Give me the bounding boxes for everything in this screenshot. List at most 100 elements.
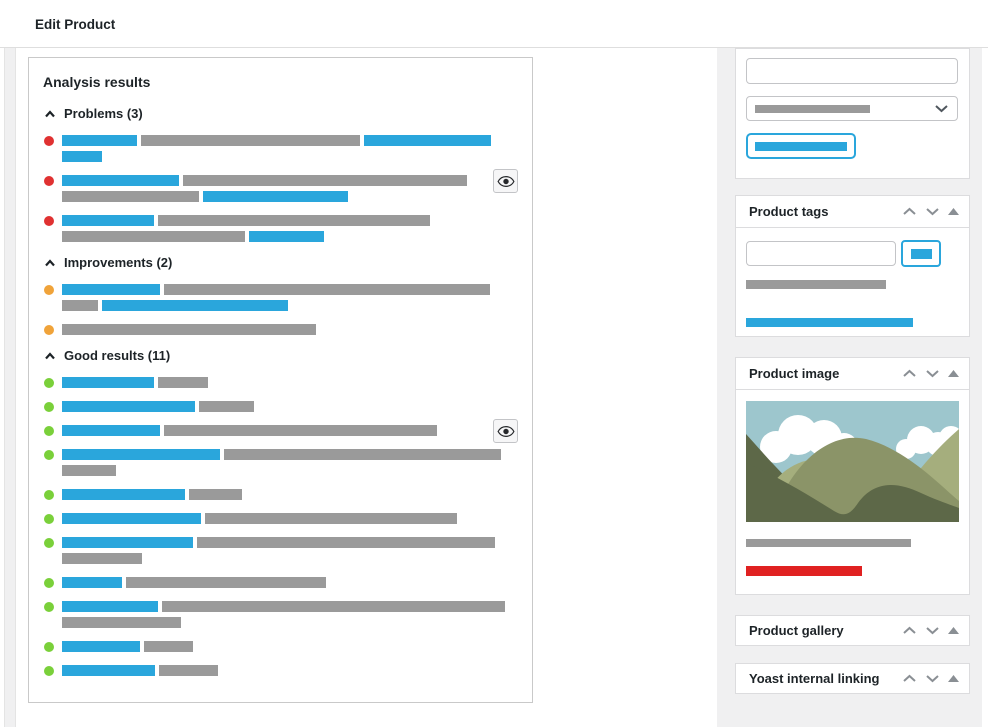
product-gallery-title: Product gallery bbox=[749, 623, 844, 638]
analysis-section: Good results (11) bbox=[43, 348, 518, 676]
section-toggle[interactable]: Good results (11) bbox=[43, 348, 518, 363]
analysis-result-item bbox=[43, 419, 518, 443]
tag-link-placeholder-bar[interactable] bbox=[746, 318, 913, 327]
analysis-panel: Analysis results Problems (3) Improvement… bbox=[28, 57, 533, 703]
product-image-title: Product image bbox=[749, 366, 840, 381]
move-down-icon[interactable] bbox=[925, 626, 940, 635]
analysis-result-item bbox=[43, 135, 518, 162]
status-dot bbox=[44, 176, 54, 186]
status-dot bbox=[44, 450, 54, 460]
move-up-icon[interactable] bbox=[902, 207, 917, 216]
analysis-result-item bbox=[43, 401, 518, 412]
status-dot bbox=[44, 602, 54, 612]
analysis-result-item bbox=[43, 489, 518, 500]
text-placeholder-bar bbox=[159, 665, 218, 676]
text-placeholder-bar bbox=[162, 601, 505, 612]
text-placeholder-bar bbox=[203, 191, 348, 202]
move-up-icon[interactable] bbox=[902, 674, 917, 683]
collapse-triangle-icon[interactable] bbox=[948, 627, 959, 634]
text-placeholder-bar bbox=[141, 135, 360, 146]
text-placeholder-bar bbox=[62, 401, 195, 412]
move-up-icon[interactable] bbox=[902, 626, 917, 635]
text-placeholder-bar bbox=[158, 215, 430, 226]
left-edge-strip bbox=[4, 48, 16, 727]
section-toggle[interactable]: Problems (3) bbox=[43, 106, 518, 121]
product-image-thumbnail[interactable] bbox=[746, 401, 959, 522]
eye-icon[interactable] bbox=[493, 169, 518, 193]
text-placeholder-bar bbox=[62, 489, 185, 500]
eye-icon[interactable] bbox=[493, 419, 518, 443]
publish-button[interactable] bbox=[746, 133, 856, 159]
analysis-title: Analysis results bbox=[43, 74, 151, 90]
publish-select[interactable] bbox=[746, 96, 958, 121]
text-placeholder-bar bbox=[62, 641, 140, 652]
button-placeholder-bar bbox=[910, 248, 932, 259]
analysis-result-item bbox=[43, 215, 518, 242]
yoast-internal-linking-header[interactable]: Yoast internal linking bbox=[736, 664, 969, 693]
chevron-up-icon bbox=[44, 351, 56, 360]
move-down-icon[interactable] bbox=[925, 207, 940, 216]
product-image-header[interactable]: Product image bbox=[736, 358, 969, 390]
add-tag-button[interactable] bbox=[901, 240, 941, 267]
status-dot bbox=[44, 136, 54, 146]
analysis-result-item bbox=[43, 449, 518, 476]
status-dot bbox=[44, 216, 54, 226]
analysis-result-item bbox=[43, 665, 518, 676]
section-label: Improvements (2) bbox=[64, 255, 173, 270]
move-down-icon[interactable] bbox=[925, 674, 940, 683]
publish-card bbox=[735, 48, 970, 179]
text-placeholder-bar bbox=[164, 284, 490, 295]
status-dot bbox=[44, 514, 54, 524]
text-placeholder-bar bbox=[62, 465, 116, 476]
text-placeholder-bar bbox=[205, 513, 457, 524]
publish-text-input[interactable] bbox=[746, 58, 958, 84]
section-label: Problems (3) bbox=[64, 106, 143, 121]
chevron-up-icon bbox=[44, 109, 56, 118]
text-placeholder-bar bbox=[62, 135, 137, 146]
product-gallery-card: Product gallery bbox=[735, 615, 970, 646]
text-placeholder-bar bbox=[62, 553, 142, 564]
section-toggle[interactable]: Improvements (2) bbox=[43, 255, 518, 270]
text-placeholder-bar bbox=[62, 151, 102, 162]
move-up-icon[interactable] bbox=[902, 369, 917, 378]
collapse-triangle-icon[interactable] bbox=[948, 208, 959, 215]
button-placeholder-bar bbox=[755, 141, 847, 151]
text-placeholder-bar bbox=[62, 665, 155, 676]
analysis-section: Improvements (2) bbox=[43, 255, 518, 335]
remove-image-placeholder-bar[interactable] bbox=[746, 566, 862, 576]
status-dot bbox=[44, 538, 54, 548]
text-placeholder-bar bbox=[62, 537, 193, 548]
status-dot bbox=[44, 490, 54, 500]
move-down-icon[interactable] bbox=[925, 369, 940, 378]
text-placeholder-bar bbox=[62, 231, 245, 242]
collapse-triangle-icon[interactable] bbox=[948, 370, 959, 377]
add-tag-input[interactable] bbox=[746, 241, 896, 266]
text-placeholder-bar bbox=[62, 601, 158, 612]
text-placeholder-bar bbox=[197, 537, 495, 548]
page-title: Edit Product bbox=[35, 17, 116, 32]
analysis-result-item bbox=[43, 513, 518, 524]
text-placeholder-bar bbox=[364, 135, 491, 146]
analysis-result-item bbox=[43, 377, 518, 388]
section-label: Good results (11) bbox=[64, 348, 171, 363]
status-dot bbox=[44, 426, 54, 436]
chevron-down-icon bbox=[934, 104, 949, 113]
collapse-triangle-icon[interactable] bbox=[948, 675, 959, 682]
status-dot bbox=[44, 578, 54, 588]
text-placeholder-bar bbox=[189, 489, 242, 500]
status-dot bbox=[44, 666, 54, 676]
product-tags-header[interactable]: Product tags bbox=[736, 196, 969, 228]
text-placeholder-bar bbox=[158, 377, 208, 388]
top-bar: Edit Product bbox=[0, 0, 988, 48]
yoast-internal-linking-title: Yoast internal linking bbox=[749, 671, 880, 686]
text-placeholder-bar bbox=[224, 449, 501, 460]
yoast-internal-linking-card: Yoast internal linking bbox=[735, 663, 970, 694]
status-dot bbox=[44, 285, 54, 295]
product-gallery-header[interactable]: Product gallery bbox=[736, 616, 969, 645]
text-placeholder-bar bbox=[102, 300, 288, 311]
text-placeholder-bar bbox=[62, 215, 154, 226]
text-placeholder-bar bbox=[249, 231, 324, 242]
text-placeholder-bar bbox=[62, 175, 179, 186]
analysis-result-item bbox=[43, 601, 518, 628]
select-placeholder-bar bbox=[755, 104, 870, 113]
